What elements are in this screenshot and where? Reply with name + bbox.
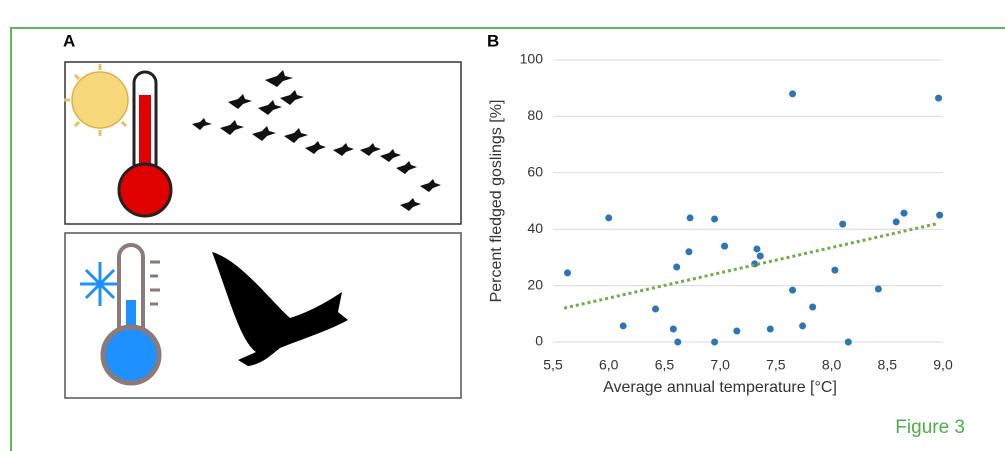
y-tick-label: 100 xyxy=(520,51,544,67)
point xyxy=(669,325,677,333)
point xyxy=(673,263,681,271)
point xyxy=(733,327,741,335)
point xyxy=(711,338,719,346)
warm-illustration xyxy=(64,61,462,225)
point xyxy=(809,303,817,311)
x-tick-label: 8,5 xyxy=(878,357,898,373)
point xyxy=(831,266,839,274)
y-tick-label: 40 xyxy=(527,220,543,236)
point xyxy=(685,248,693,256)
x-axis-label: Average annual temperature [°C] xyxy=(603,379,837,396)
point xyxy=(686,214,694,222)
point xyxy=(935,94,943,102)
point xyxy=(652,305,660,313)
point xyxy=(844,338,852,346)
x-tick-label: 7,5 xyxy=(766,357,786,373)
point xyxy=(619,322,627,330)
point xyxy=(839,220,847,228)
x-tick-label: 6,0 xyxy=(599,357,619,373)
cold-illustration xyxy=(64,232,462,399)
y-tick-label: 20 xyxy=(527,276,543,292)
point xyxy=(799,322,807,330)
panel-label: A xyxy=(63,31,75,50)
point xyxy=(711,215,719,223)
point xyxy=(753,245,761,253)
y-tick-label: 0 xyxy=(535,333,543,349)
x-tick-label: 9,0 xyxy=(933,357,953,373)
point xyxy=(892,218,900,226)
y-tick-label: 60 xyxy=(527,164,543,180)
point xyxy=(605,214,613,222)
y-tick-label: 80 xyxy=(527,107,543,123)
trend-line xyxy=(563,222,938,310)
x-tick-label: 8,0 xyxy=(822,357,842,373)
point xyxy=(674,338,682,346)
point xyxy=(789,286,797,294)
x-tick-label: 6,5 xyxy=(655,357,675,373)
point xyxy=(721,242,729,250)
y-axis-label: Percent fledged goslings [%] xyxy=(488,100,505,303)
point xyxy=(789,90,797,98)
point xyxy=(900,209,908,217)
point xyxy=(936,211,944,219)
x-tick-label: 5,5 xyxy=(543,357,563,373)
x-tick-label: 7,0 xyxy=(710,357,730,373)
point xyxy=(756,252,764,260)
point xyxy=(766,325,774,333)
point xyxy=(563,269,571,277)
figure-label: Figure 3 xyxy=(895,417,965,438)
panel-label: B xyxy=(487,31,499,50)
point xyxy=(874,285,882,293)
